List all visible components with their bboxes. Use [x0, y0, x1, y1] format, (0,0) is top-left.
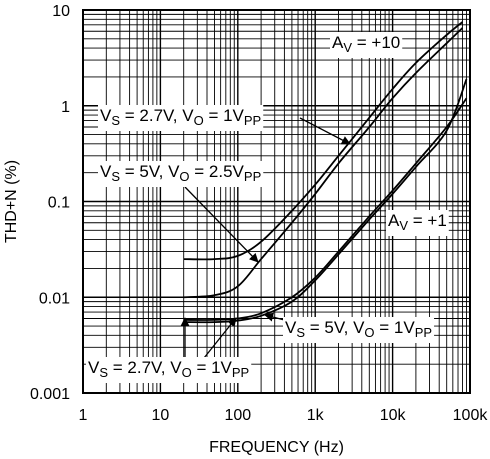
- y-tick-label: 0.01: [39, 290, 70, 307]
- x-tick-label: 10: [152, 407, 170, 424]
- y-tick-label: 1: [61, 99, 70, 116]
- svg-text:VS = 5V, VO = 1VPP: VS = 5V, VO = 1VPP: [285, 318, 432, 340]
- svg-text:VS = 5V, VO = 2.5VPP: VS = 5V, VO = 2.5VPP: [100, 162, 261, 184]
- annotation-label: AV = +1: [386, 210, 449, 236]
- annotations: AV = +10 VS = 2.7V, VO = 1VPP VS = 5V, VO …: [86, 32, 449, 383]
- svg-text:VS = 2.7V, VO = 1VPP: VS = 2.7V, VO = 1VPP: [100, 106, 261, 128]
- plot-frame: [82, 9, 471, 394]
- x-tick-label: 100: [224, 407, 251, 424]
- x-tick-label: 100k: [453, 407, 489, 424]
- annotation-label: VS = 5V, VO = 1VPP: [283, 317, 435, 343]
- y-axis-title: THD+N (%): [3, 160, 20, 243]
- y-tick-label: 0.1: [48, 195, 70, 212]
- annotation-leader: [184, 186, 259, 263]
- x-axis-title: FREQUENCY (Hz): [209, 439, 344, 456]
- annotation-label: VS = 2.7V, VO = 1VPP: [98, 105, 264, 131]
- x-tick-label: 10k: [380, 407, 407, 424]
- annotation-label: VS = 2.7V, VO = 1VPP: [86, 357, 252, 383]
- annotation-label: VS = 5V, VO = 2.5VPP: [98, 161, 264, 187]
- y-tick-label: 0.001: [30, 386, 70, 403]
- svg-text:VS = 2.7V, VO = 1VPP: VS = 2.7V, VO = 1VPP: [88, 358, 249, 380]
- annotation-leader: [299, 117, 351, 145]
- y-tick-label: 10: [52, 3, 70, 20]
- svg-text:AV = +10: AV = +10: [332, 33, 400, 55]
- series-line-2: [183, 27, 464, 299]
- tick-labels: 1 10 100 1k 10k 100k 0.001 0.01 0.1 1 10: [30, 3, 488, 424]
- x-tick-label: 1: [79, 407, 88, 424]
- annotation-label: AV = +10: [330, 32, 403, 58]
- svg-text:AV = +1: AV = +1: [388, 211, 447, 233]
- x-tick-label: 1k: [307, 407, 325, 424]
- series-line-1: [183, 21, 464, 261]
- annotation-leader: [199, 317, 237, 364]
